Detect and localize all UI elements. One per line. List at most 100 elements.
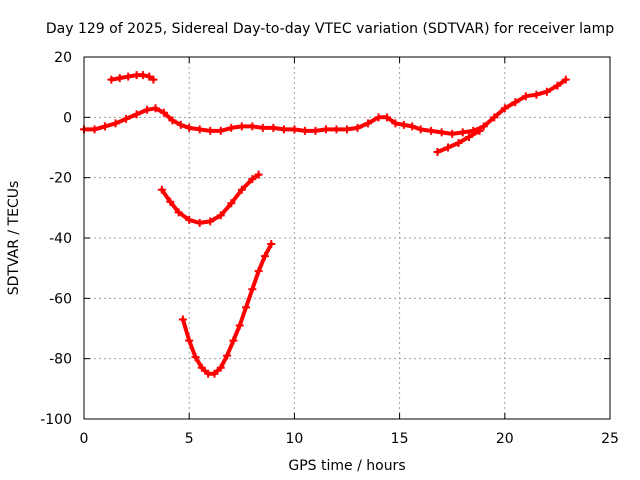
data-point-marker: [408, 122, 417, 131]
data-point-marker: [511, 98, 520, 107]
data-point-marker: [185, 215, 194, 224]
data-point-marker: [300, 126, 309, 135]
y-tick-label: -60: [49, 291, 72, 307]
data-point-marker: [157, 185, 166, 194]
y-tick-label: -100: [40, 412, 72, 428]
chart-title: Day 129 of 2025, Sidereal Day-to-day VTE…: [46, 21, 614, 37]
data-point-marker: [197, 363, 206, 372]
plot-frame: [83, 56, 611, 420]
data-point-marker: [176, 120, 185, 129]
x-tick-label: 10: [285, 431, 303, 447]
y-tick-label: -80: [49, 352, 72, 368]
x-axis-label: GPS time / hours: [288, 458, 405, 474]
x-tick-label: 5: [185, 431, 194, 447]
data-point-marker: [475, 126, 484, 135]
data-point-marker: [279, 125, 288, 134]
data-point-marker: [227, 123, 236, 132]
data-point-marker: [237, 122, 246, 131]
data-point-marker: [210, 369, 219, 378]
data-point-marker: [254, 170, 263, 179]
data-point-marker: [454, 138, 463, 147]
data-point-marker: [465, 132, 474, 141]
data-point-marker: [216, 211, 225, 220]
data-point-marker: [229, 336, 238, 345]
y-tick-label: 0: [63, 110, 72, 126]
data-point-marker: [399, 120, 408, 129]
data-point-marker: [248, 175, 257, 184]
data-point-marker: [353, 123, 362, 132]
data-point-marker: [122, 114, 131, 123]
data-point-marker: [267, 240, 276, 249]
data-point-marker: [364, 119, 373, 128]
data-point-marker: [227, 199, 236, 208]
data-point-marker: [521, 92, 530, 101]
data-point-marker: [174, 208, 183, 217]
data-point-marker: [101, 122, 110, 131]
series-arc-dip-small: [159, 172, 261, 225]
data-point-marker: [195, 125, 204, 134]
x-tick-label: 15: [391, 431, 409, 447]
data-point-marker: [248, 285, 257, 294]
data-point-marker: [443, 143, 452, 152]
data-point-marker: [269, 123, 278, 132]
data-point-marker: [107, 75, 116, 84]
data-point-marker: [433, 148, 442, 157]
data-point-marker: [206, 217, 215, 226]
data-point-marker: [254, 267, 263, 276]
data-point-marker: [260, 252, 269, 261]
data-point-marker: [223, 351, 232, 360]
data-point-marker: [479, 122, 488, 131]
data-point-marker: [235, 321, 244, 330]
data-point-marker: [311, 126, 320, 135]
data-point-marker: [290, 125, 299, 134]
y-tick-label: 20: [54, 50, 72, 66]
data-point-marker: [185, 123, 194, 132]
x-tick-label: 20: [496, 431, 514, 447]
data-point-marker: [242, 303, 251, 312]
data-point-marker: [374, 113, 383, 122]
data-point-marker: [248, 122, 257, 131]
data-point-marker: [258, 123, 267, 132]
data-point-marker: [151, 104, 160, 113]
data-point-marker: [237, 185, 246, 194]
data-point-marker: [343, 125, 351, 134]
y-tick-labels: 20 0 -20 -40 -60 -80 -100: [40, 50, 72, 428]
data-point-marker: [178, 315, 187, 324]
data-point-marker: [138, 71, 147, 80]
data-point-marker: [168, 116, 177, 125]
data-point-marker: [143, 105, 152, 114]
data-point-marker: [542, 87, 551, 96]
grid-lines: [84, 57, 610, 419]
x-tick-labels: 0 5 10 15 20 25: [80, 431, 619, 447]
data-point-marker: [321, 125, 330, 134]
data-point-marker: [115, 74, 124, 83]
y-tick-label: -40: [49, 231, 72, 247]
data-point-marker: [391, 119, 400, 128]
data-point-marker: [332, 125, 341, 134]
data-point-marker: [149, 75, 158, 84]
data-point-marker: [111, 119, 120, 128]
data-point-marker: [166, 197, 175, 206]
data-point-marker: [448, 129, 457, 138]
data-point-marker: [145, 72, 154, 81]
data-point-marker: [206, 126, 215, 135]
y-tick-label: -20: [49, 171, 72, 187]
data-point-marker: [427, 126, 436, 135]
data-point-marker: [553, 81, 562, 90]
data-point-marker: [416, 125, 425, 134]
data-point-marker: [561, 75, 570, 84]
data-point-marker: [500, 104, 509, 113]
data-point-marker: [216, 126, 225, 135]
data-point-marker: [132, 110, 141, 119]
data-point-marker: [124, 72, 133, 81]
data-point-marker: [437, 128, 446, 137]
y-axis-label: SDTVAR / TECUs: [6, 181, 22, 296]
data-point-marker: [90, 125, 99, 134]
data-point-marker: [191, 353, 200, 362]
data-point-marker: [195, 218, 204, 227]
data-series: [80, 71, 570, 378]
data-point-marker: [532, 90, 541, 99]
x-tick-label: 0: [80, 431, 89, 447]
data-point-marker: [159, 108, 168, 117]
